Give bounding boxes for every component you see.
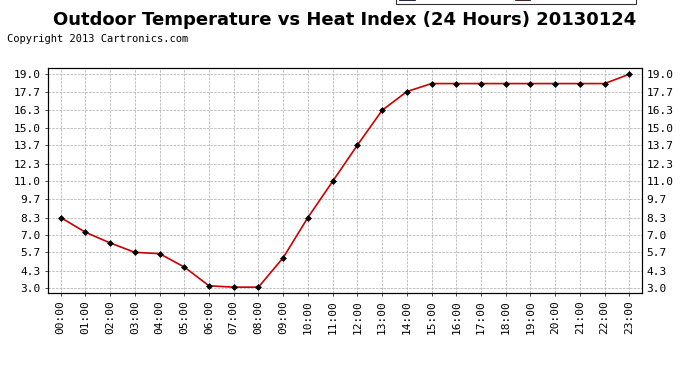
Heat Index (°F) (378, 108, 386, 112)
Temperature (°F) (205, 284, 213, 288)
Temperature (°F) (625, 72, 633, 76)
Heat Index (°F) (526, 81, 535, 86)
Temperature (°F) (130, 250, 139, 255)
Temperature (°F) (600, 81, 609, 86)
Legend: Heat Index (°F), Temperature (°F): Heat Index (°F), Temperature (°F) (396, 0, 636, 4)
Temperature (°F) (304, 215, 312, 220)
Temperature (°F) (279, 255, 287, 260)
Heat Index (°F) (304, 215, 312, 220)
Temperature (°F) (353, 143, 362, 147)
Temperature (°F) (427, 81, 435, 86)
Temperature (°F) (477, 81, 485, 86)
Heat Index (°F) (106, 241, 115, 245)
Temperature (°F) (378, 108, 386, 112)
Temperature (°F) (57, 215, 65, 220)
Heat Index (°F) (230, 285, 238, 290)
Temperature (°F) (526, 81, 535, 86)
Text: Outdoor Temperature vs Heat Index (24 Hours) 20130124: Outdoor Temperature vs Heat Index (24 Ho… (53, 11, 637, 29)
Temperature (°F) (502, 81, 510, 86)
Temperature (°F) (106, 241, 115, 245)
Temperature (°F) (230, 285, 238, 290)
Temperature (°F) (180, 265, 188, 269)
Temperature (°F) (255, 285, 263, 290)
Temperature (°F) (551, 81, 560, 86)
Temperature (°F) (403, 89, 411, 94)
Heat Index (°F) (600, 81, 609, 86)
Heat Index (°F) (130, 250, 139, 255)
Heat Index (°F) (279, 255, 287, 260)
Heat Index (°F) (477, 81, 485, 86)
Heat Index (°F) (155, 251, 164, 256)
Heat Index (°F) (353, 143, 362, 147)
Temperature (°F) (81, 230, 90, 234)
Heat Index (°F) (180, 265, 188, 269)
Heat Index (°F) (255, 285, 263, 290)
Temperature (°F) (575, 81, 584, 86)
Heat Index (°F) (625, 72, 633, 76)
Temperature (°F) (328, 179, 337, 184)
Heat Index (°F) (205, 284, 213, 288)
Heat Index (°F) (328, 179, 337, 184)
Text: Copyright 2013 Cartronics.com: Copyright 2013 Cartronics.com (7, 34, 188, 44)
Heat Index (°F) (502, 81, 510, 86)
Line: Temperature (°F): Temperature (°F) (59, 72, 631, 289)
Heat Index (°F) (452, 81, 460, 86)
Line: Heat Index (°F): Heat Index (°F) (61, 74, 629, 287)
Temperature (°F) (452, 81, 460, 86)
Heat Index (°F) (575, 81, 584, 86)
Heat Index (°F) (403, 89, 411, 94)
Heat Index (°F) (551, 81, 560, 86)
Heat Index (°F) (427, 81, 435, 86)
Temperature (°F) (155, 251, 164, 256)
Heat Index (°F) (57, 215, 65, 220)
Heat Index (°F) (81, 230, 90, 234)
